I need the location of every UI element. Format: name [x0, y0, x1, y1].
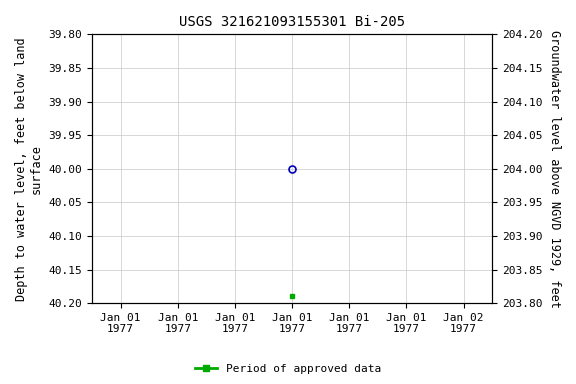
- Y-axis label: Depth to water level, feet below land
surface: Depth to water level, feet below land su…: [15, 37, 43, 301]
- Title: USGS 321621093155301 Bi-205: USGS 321621093155301 Bi-205: [179, 15, 405, 29]
- Legend: Period of approved data: Period of approved data: [191, 359, 385, 379]
- Y-axis label: Groundwater level above NGVD 1929, feet: Groundwater level above NGVD 1929, feet: [548, 30, 561, 308]
